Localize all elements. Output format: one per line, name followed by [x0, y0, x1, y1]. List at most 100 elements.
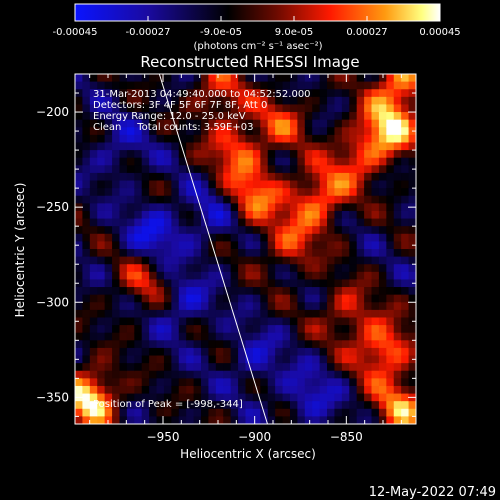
heatmap-cell: [82, 340, 91, 349]
colorbar-tick-label: 9.0e-05: [275, 27, 313, 38]
heatmap-cell: [252, 150, 261, 159]
heatmap-cell: [178, 294, 187, 303]
heatmap-cell: [334, 294, 343, 303]
heatmap-cell: [82, 226, 91, 235]
heatmap-cell: [386, 370, 395, 379]
heatmap-cell: [356, 150, 365, 159]
heatmap-cell: [364, 157, 373, 166]
heatmap-cell: [386, 401, 395, 410]
heatmap-cell: [141, 188, 150, 197]
heatmap-cell: [260, 165, 269, 174]
heatmap-cell: [304, 180, 313, 189]
heatmap-cell: [201, 203, 210, 212]
heatmap-cell: [82, 347, 91, 357]
heatmap-cell: [215, 279, 224, 288]
heatmap-cell: [289, 370, 298, 379]
heatmap-cell: [356, 218, 365, 227]
heatmap-cell: [201, 355, 210, 364]
heatmap-cell: [119, 218, 128, 227]
heatmap-cell: [312, 89, 321, 98]
heatmap-cell: [186, 340, 195, 349]
heatmap-cell: [112, 81, 121, 90]
heatmap-cell: [149, 279, 158, 288]
heatmap-cell: [341, 264, 350, 273]
heatmap-cell: [401, 180, 410, 189]
heatmap-cell: [104, 294, 113, 303]
heatmap-cell: [408, 264, 416, 273]
heatmap-cell: [267, 370, 276, 379]
heatmap-cell: [386, 180, 395, 189]
heatmap-cell: [386, 203, 395, 212]
heatmap-cell: [230, 134, 239, 144]
heatmap-cell: [97, 370, 106, 379]
heatmap-cell: [201, 195, 210, 204]
heatmap-cell: [223, 317, 232, 326]
heatmap-cell: [112, 302, 121, 311]
heatmap-cell: [319, 279, 328, 288]
heatmap-cell: [223, 370, 232, 379]
heatmap-cell: [89, 180, 98, 189]
heatmap-cell: [282, 378, 291, 387]
heatmap-cell: [289, 378, 298, 387]
heatmap-cell: [163, 134, 172, 144]
heatmap-cell: [208, 309, 217, 319]
heatmap-cell: [193, 226, 202, 235]
heatmap-cell: [304, 241, 313, 250]
heatmap-cell: [208, 134, 217, 144]
heatmap-cell: [215, 241, 224, 250]
heatmap-cell: [319, 256, 328, 265]
heatmap-cell: [334, 142, 343, 151]
heatmap-cell: [349, 112, 358, 121]
heatmap-cell: [378, 119, 387, 128]
heatmap-cell: [112, 340, 121, 349]
heatmap-cell: [267, 355, 276, 364]
heatmap-cell: [163, 226, 172, 235]
heatmap-cell: [260, 249, 269, 258]
heatmap-cell: [252, 74, 261, 83]
heatmap-cell: [156, 340, 165, 349]
heatmap-cell: [327, 279, 336, 288]
heatmap-cell: [104, 241, 113, 250]
heatmap-cell: [312, 226, 321, 235]
heatmap-cell: [97, 332, 106, 341]
heatmap-cell: [327, 165, 336, 174]
heatmap-cell: [401, 165, 410, 174]
heatmap-cell: [126, 408, 135, 417]
heatmap-cell: [327, 210, 336, 220]
heatmap-cell: [312, 378, 321, 387]
heatmap-cell: [156, 363, 165, 372]
heatmap-cell: [267, 385, 276, 395]
heatmap-cell: [371, 256, 380, 265]
heatmap-cell: [260, 210, 269, 220]
heatmap-cell: [275, 157, 284, 166]
heatmap-cell: [163, 195, 172, 204]
heatmap-cell: [327, 172, 336, 182]
heatmap-cell: [149, 416, 158, 424]
heatmap-cell: [364, 385, 373, 395]
heatmap-cell: [141, 279, 150, 288]
heatmap-cell: [230, 119, 239, 128]
heatmap-cell: [97, 104, 106, 113]
heatmap-cell: [97, 81, 106, 90]
heatmap-cell: [75, 340, 84, 349]
heatmap-cell: [393, 408, 402, 417]
heatmap-cell: [163, 264, 172, 273]
heatmap-cell: [401, 416, 410, 424]
heatmap-cell: [289, 89, 298, 98]
heatmap-cell: [327, 401, 336, 410]
heatmap-cell: [245, 340, 254, 349]
heatmap-cell: [371, 347, 380, 357]
heatmap-cell: [134, 302, 143, 311]
heatmap-cell: [386, 271, 395, 281]
heatmap-cell: [341, 203, 350, 212]
heatmap-cell: [327, 134, 336, 144]
heatmap-cell: [171, 355, 180, 364]
heatmap-cell: [112, 241, 121, 250]
heatmap-cell: [238, 340, 247, 349]
heatmap-cell: [215, 249, 224, 258]
heatmap-cell: [297, 393, 306, 402]
heatmap-cell: [401, 89, 410, 98]
heatmap-cell: [371, 96, 380, 106]
heatmap-cell: [163, 302, 172, 311]
heatmap-cell: [312, 309, 321, 319]
